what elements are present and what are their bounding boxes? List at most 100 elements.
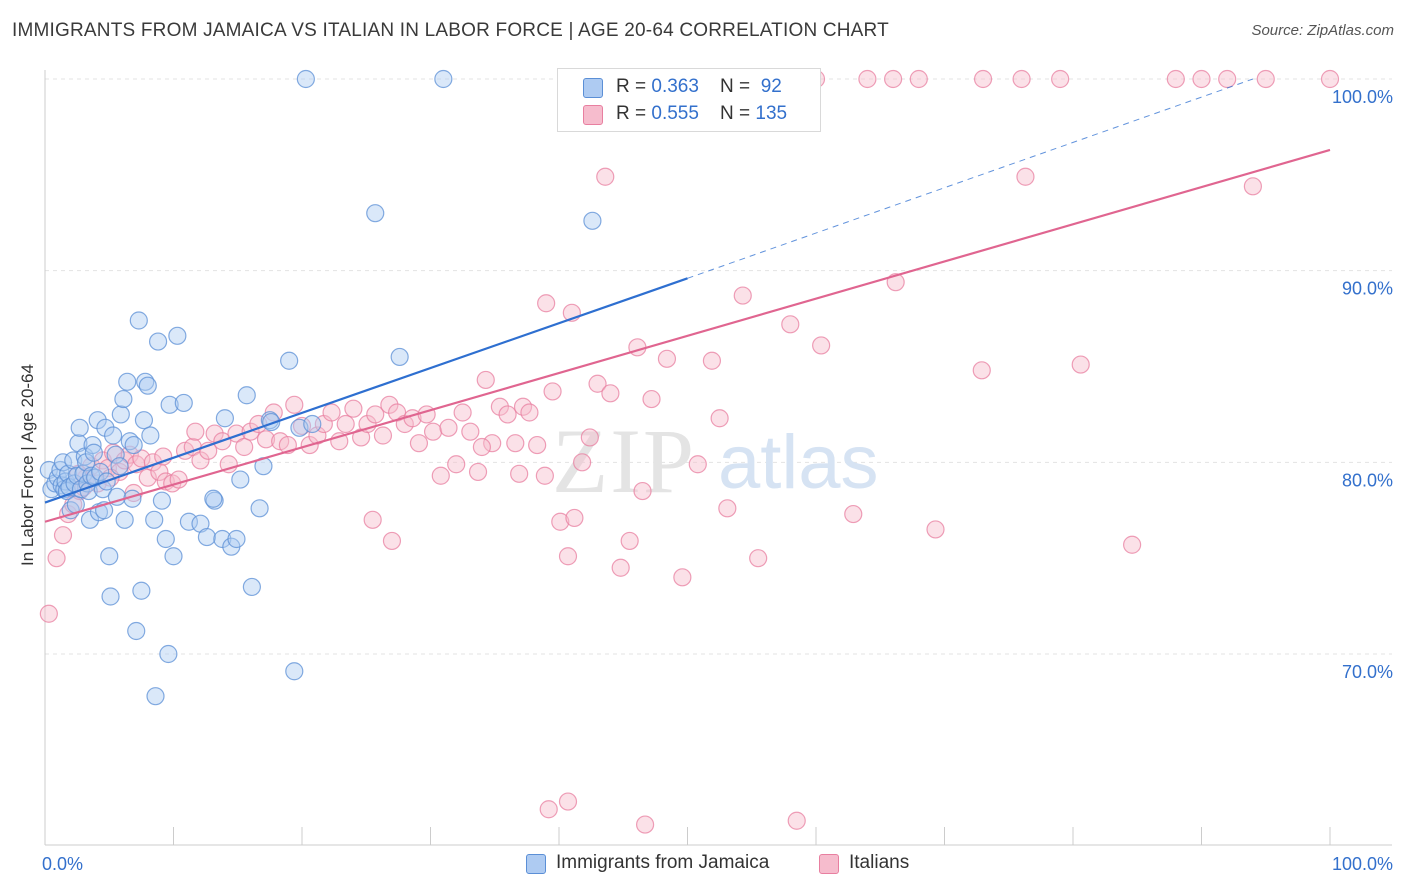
y-tick-label: 80.0% [1342,470,1393,490]
italians-point [702,351,722,370]
italians-point [543,382,562,401]
jamaica-point [390,347,409,367]
italians-point [688,455,707,474]
italians-point [642,389,661,409]
jamaica-point [114,389,133,409]
jamaica-point [84,443,103,462]
jamaica-point [132,581,151,600]
italians-point [431,466,450,485]
italians-point [601,384,620,403]
jamaica-point [104,426,123,445]
italians-point [596,167,615,186]
italians-point [219,455,238,474]
jamaica-point [434,69,453,89]
jamaica-point [237,386,256,405]
italians-point [1071,355,1090,374]
italians-point [565,508,584,528]
y-tick-label: 100.0% [1332,87,1393,107]
jamaica-point [138,376,157,395]
italians-point [506,434,525,453]
italians-point [787,811,806,830]
jamaica-point [227,529,246,549]
series-legend: Immigrants from Jamaica Italians [0,852,1406,880]
italians-point [558,547,578,566]
italians-point [1051,69,1070,89]
italians-point [472,437,491,457]
legend-text-italians: R = 0.555 N = 135 [616,103,788,124]
chart-title: IMMIGRANTS FROM JAMAICA VS ITALIAN IN LA… [12,20,889,41]
italians-point [718,499,737,518]
italians-point [673,568,692,587]
italians-point [1320,69,1340,89]
jamaica-point [59,464,78,483]
jamaica-point [164,547,183,566]
italians-point [205,424,224,443]
jamaica-point [215,409,234,428]
legend-swatch-italians [583,105,603,125]
jamaica-point [168,326,187,345]
x-tick-labels: 0.0% 100.0% [42,854,1393,874]
jamaica-point [129,311,148,330]
italians-point [235,437,254,457]
jamaica-point [110,457,129,476]
legend-row-italians: R = 0.555 N = 135 [558,100,820,128]
italians-point [366,405,385,424]
jamaica-point [70,418,89,437]
jamaica-point [111,405,130,424]
trend-lines [44,78,1331,523]
italians-point [733,286,752,305]
italians-point [520,403,539,422]
italians-point [447,455,466,474]
italians-point [1218,69,1237,89]
y-axis-label: In Labor Force | Age 20-64 [18,364,37,566]
legend-label-jamaica: Immigrants from Jamaica [556,852,770,873]
italians-point [120,445,139,464]
italians-point [972,361,991,380]
y-tick-label: 90.0% [1342,279,1393,299]
italians-point [1123,535,1142,554]
legend-row-jamaica: R = 0.363 N = 92 [558,73,820,101]
jamaica-point [197,527,217,547]
italians-point [490,397,509,416]
italians-point [453,403,472,422]
jamaica-point [583,211,602,230]
jamaica-point [96,418,115,437]
italians-point [620,531,639,551]
italians-point [373,426,393,445]
jamaica-point [134,411,154,430]
jamaica-point [231,470,250,489]
italians-point [483,434,502,453]
italians-point [812,336,831,355]
jamaica-points [39,69,602,706]
italians-point [781,315,800,334]
italians-point [657,349,677,368]
italians-point [382,531,402,551]
italians-point [858,69,877,89]
x-tick-label-max: 100.0% [1332,854,1393,874]
jamaica-point [146,687,165,706]
italians-point [558,792,578,811]
italians-point [461,422,480,441]
jamaica-point [366,204,385,223]
italians-point [611,558,630,577]
jamaica-point [262,412,281,432]
italians-point [53,526,73,545]
correlation-legend: R = 0.363 N = 92 R = 0.555 N = 135 [557,68,821,132]
italians-point [256,430,276,449]
italians-point [409,434,429,453]
italians-point [573,453,592,472]
italians-point [363,510,382,529]
jamaica-point [100,547,119,566]
x-tick-label-min: 0.0% [42,854,83,874]
italians-point [191,451,210,470]
legend-label-italians: Italians [849,852,910,873]
italians-point [322,403,341,422]
jamaica-point [152,491,172,510]
jamaica-point [148,332,168,351]
italians-point [844,504,863,524]
italians-point [47,549,66,568]
italians-point [498,405,517,424]
jamaica-point [250,499,269,518]
grid-lines [45,78,1392,655]
jamaica-point [106,445,125,464]
